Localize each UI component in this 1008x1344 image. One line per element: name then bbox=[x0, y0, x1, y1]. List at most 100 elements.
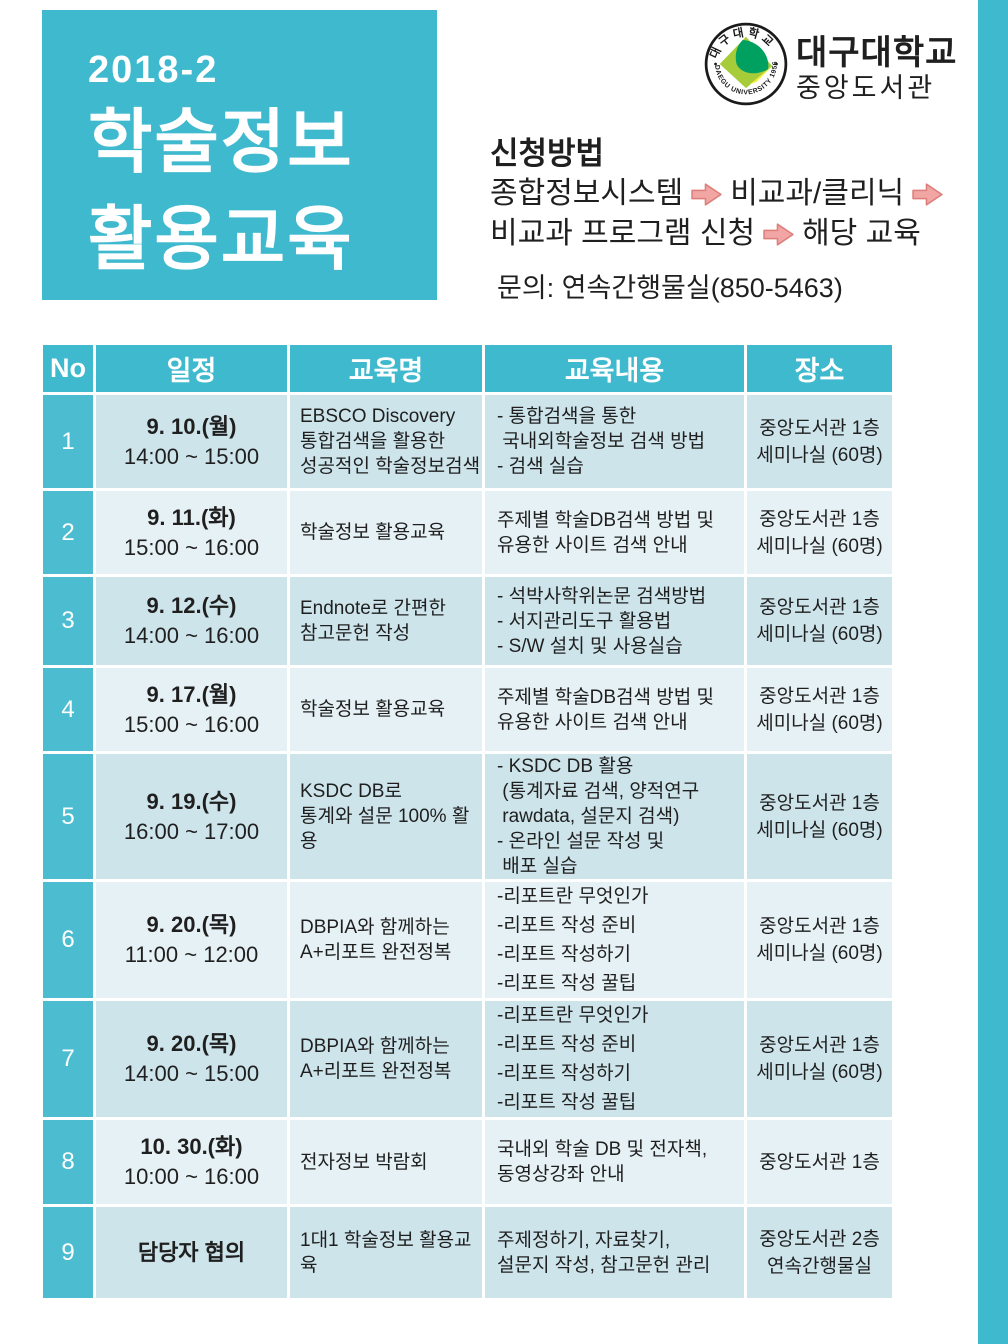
course-content-line: -리포트 작성 꿀팁 bbox=[497, 973, 637, 994]
schedule-table-body: 1 9. 10.(월) 14:00 ~ 15:00 EBSCO Discovery 통합… bbox=[43, 395, 892, 1298]
course-content-cell: 국내외 학술 DB 및 전자책, 동영상강좌 안내 bbox=[485, 1120, 744, 1204]
course-content-line: - 통합검색을 통한 bbox=[497, 406, 637, 427]
course-name-line: EBSCO Discovery bbox=[300, 406, 456, 427]
course-content-line: 유용한 사이트 검색 안내 bbox=[497, 534, 688, 556]
course-content-line: - 서지관리도구 활용법 bbox=[497, 610, 672, 632]
application-flow-line-2: 비교과 프로그램 신청 해당 교육 bbox=[490, 214, 980, 254]
schedule-date: 9. 12.(수) bbox=[146, 593, 237, 618]
schedule-cell: 9. 12.(수) 14:00 ~ 16:00 bbox=[96, 577, 287, 665]
course-name-line: 1대1 학술정보 활용교육 bbox=[300, 1229, 472, 1276]
course-content-line: -리포트란 무엇인가 bbox=[497, 886, 649, 907]
right-accent-strip bbox=[978, 0, 1008, 1344]
place-line: 세미나실 (60명) bbox=[756, 943, 883, 964]
flow-step-3: 비교과 프로그램 신청 bbox=[490, 217, 756, 250]
course-content-line: (통계자료 검색, 양적연구 bbox=[497, 781, 700, 802]
course-name-cell: DBPIA와 함께하는 A+리포트 완전정복 bbox=[290, 1001, 482, 1117]
schedule-cell: 9. 11.(화) 15:00 ~ 16:00 bbox=[96, 491, 287, 574]
schedule-date: 9. 11.(화) bbox=[147, 504, 236, 530]
place-cell: 중앙도서관 1층 세미나실 (60명) bbox=[747, 754, 892, 879]
course-name-line: 통합검색을 활용한 bbox=[300, 431, 446, 452]
schedule-time: 14:00 ~ 15:00 bbox=[123, 1061, 260, 1086]
place-line: 중앙도서관 2층 bbox=[759, 1228, 880, 1250]
row-number: 4 bbox=[43, 668, 93, 751]
application-heading: 신청방법 bbox=[490, 136, 605, 171]
flow-arrow-icon bbox=[912, 182, 943, 206]
schedule-date: 담당자 협의 bbox=[137, 1239, 246, 1265]
semester-label: 2018-2 bbox=[88, 49, 219, 91]
schedule-date: 9. 10.(월) bbox=[146, 413, 237, 439]
course-content-line: - KSDC DB 활용 bbox=[497, 756, 634, 777]
course-content-line: 유용한 사이트 검색 안내 bbox=[497, 711, 688, 733]
place-line: 중앙도서관 1층 bbox=[759, 792, 880, 814]
course-name-line: A+리포트 완전정복 bbox=[300, 1061, 452, 1082]
course-name-line: KSDC DB로 bbox=[300, 781, 402, 802]
course-name-line: 성공적인 학술정보검색 bbox=[300, 456, 481, 477]
course-content-cell: 주제정하기, 자료찾기, 설문지 작성, 참고문헌 관리 bbox=[485, 1207, 744, 1298]
schedule-date: 10. 30.(화) bbox=[140, 1134, 243, 1159]
row-number: 6 bbox=[43, 882, 93, 998]
place-line: 세미나실 (60명) bbox=[756, 624, 883, 645]
course-content-line: -리포트 작성 준비 bbox=[497, 915, 637, 936]
row-number: 1 bbox=[43, 395, 93, 488]
course-content-line: - 석박사학위논문 검색방법 bbox=[497, 585, 707, 607]
schedule-cell: 9. 19.(수) 16:00 ~ 17:00 bbox=[96, 754, 287, 879]
contact-info: 문의: 연속간행물실(850-5463) bbox=[497, 273, 843, 303]
course-content-line: 국내외 학술 DB 및 전자책, bbox=[497, 1139, 708, 1160]
schedule-table: No 일정 교육명 교육내용 장소 1 9. 10.(월) 14:00 ~ 15:0… bbox=[40, 342, 895, 1301]
course-content-line: -리포트 작성 꿀팁 bbox=[497, 1092, 637, 1113]
course-content-line: 배포 실습 bbox=[497, 856, 578, 877]
place-cell: 중앙도서관 1층 세미나실 (60명) bbox=[747, 491, 892, 574]
header-no: No bbox=[43, 345, 93, 392]
header-course-name: 교육명 bbox=[290, 345, 482, 392]
course-content-cell: -리포트란 무엇인가 -리포트 작성 준비 -리포트 작성하기 -리포트 작성 꿀팁 bbox=[485, 882, 744, 998]
course-name-line: A+리포트 완전정복 bbox=[300, 942, 452, 963]
table-row: 7 9. 20.(목) 14:00 ~ 15:00 DBPIA와 함께하는 A+리포트 … bbox=[43, 1001, 892, 1117]
place-line: 세미나실 (60명) bbox=[756, 444, 883, 466]
schedule-date: 9. 17.(월) bbox=[146, 681, 237, 707]
table-row: 2 9. 11.(화) 15:00 ~ 16:00 학술정보 활용교육 주제별 학술DB… bbox=[43, 491, 892, 574]
university-seal-icon: 대구대학교 DAEGU UNIVERSITY 1956 bbox=[704, 22, 788, 106]
row-number: 3 bbox=[43, 577, 93, 665]
application-method-section: 신청방법 종합정보시스템 비교과/클리닉 비교과 프로그램 신청 해당 교육 문… bbox=[490, 134, 980, 305]
schedule-cell: 담당자 협의 bbox=[96, 1207, 287, 1298]
course-name-line: 학술정보 활용교육 bbox=[300, 699, 446, 720]
header-schedule: 일정 bbox=[96, 345, 287, 392]
course-name-line: 전자정보 박람회 bbox=[300, 1151, 428, 1173]
schedule-date: 9. 20.(목) bbox=[146, 912, 237, 937]
course-content-line: 주제별 학술DB검색 방법 및 bbox=[497, 686, 715, 708]
flow-arrow-icon bbox=[691, 182, 722, 206]
course-content-cell: - 통합검색을 통한 국내외학술정보 검색 방법 - 검색 실습 bbox=[485, 395, 744, 488]
university-name: 대구대학교 bbox=[796, 34, 958, 72]
course-content-line: 주제정하기, 자료찾기, bbox=[497, 1229, 671, 1251]
course-name-cell: 학술정보 활용교육 bbox=[290, 491, 482, 574]
flow-step-2: 비교과/클리닉 bbox=[730, 177, 905, 210]
row-number: 2 bbox=[43, 491, 93, 574]
schedule-cell: 9. 20.(목) 14:00 ~ 15:00 bbox=[96, 1001, 287, 1117]
schedule-time: 16:00 ~ 17:00 bbox=[123, 818, 260, 844]
place-line: 중앙도서관 1층 bbox=[759, 916, 880, 937]
schedule-cell: 10. 30.(화) 10:00 ~ 16:00 bbox=[96, 1120, 287, 1204]
course-name-line: 통계와 설문 100% 활용 bbox=[300, 806, 470, 852]
table-row: 8 10. 30.(화) 10:00 ~ 16:00 전자정보 박람회 국내외 학술 D… bbox=[43, 1120, 892, 1204]
page-title-line2: 활용교육 bbox=[88, 200, 354, 278]
schedule-time: 14:00 ~ 15:00 bbox=[123, 443, 260, 469]
place-line: 연속간행물실 bbox=[767, 1255, 872, 1277]
title-block: 2018-2 학술정보 활용교육 bbox=[42, 10, 437, 300]
place-cell: 중앙도서관 1층 bbox=[747, 1120, 892, 1204]
flow-arrow-icon bbox=[763, 222, 794, 246]
place-cell: 중앙도서관 1층 세미나실 (60명) bbox=[747, 668, 892, 751]
row-number: 5 bbox=[43, 754, 93, 879]
place-line: 세미나실 (60명) bbox=[756, 1062, 883, 1083]
schedule-table-header: No 일정 교육명 교육내용 장소 bbox=[43, 345, 892, 392]
schedule-cell: 9. 17.(월) 15:00 ~ 16:00 bbox=[96, 668, 287, 751]
course-name-line: 학술정보 활용교육 bbox=[300, 522, 446, 543]
row-number: 9 bbox=[43, 1207, 93, 1298]
place-line: 중앙도서관 1층 bbox=[759, 597, 880, 618]
course-name-cell: 학술정보 활용교육 bbox=[290, 668, 482, 751]
course-content-line: - 온라인 설문 작성 및 bbox=[497, 831, 665, 852]
course-name-line: 참고문헌 작성 bbox=[300, 623, 411, 644]
